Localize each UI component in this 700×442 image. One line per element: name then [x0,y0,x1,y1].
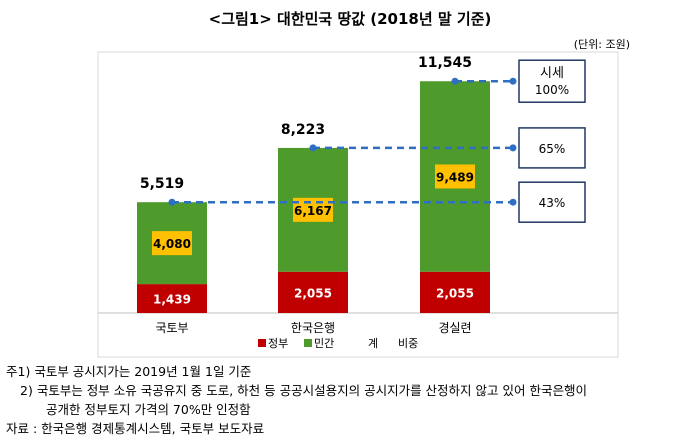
bar-government-1 [278,271,348,313]
label-private-0: 4,080 [153,237,191,251]
legend-swatch-government [258,339,266,347]
footnote-1-text: 국토부 공시지가는 2019년 1월 1일 기준 [34,364,252,379]
footnote-1-prefix: 주1) [6,364,31,379]
label-box-private-1 [293,197,333,222]
source-text: 한국은행 경제통계시스템, 국토부 보도자료 [41,421,265,436]
ratio-box-value-0: 100% [535,83,569,97]
legend-label-government: 정부 [268,337,288,350]
ratio-box-title-0: 시세 [540,66,564,81]
footnotes: 주1) 국토부 공시지가는 2019년 1월 1일 기준 2) 국토부는 정부 … [6,362,696,438]
footnote-2-prefix: 2) [20,383,33,398]
ratio-box-0 [518,59,586,103]
unit-label: (단위: 조원) [573,38,630,51]
ratio-box-value-2: 43% [539,196,566,210]
ratio-line-end-2 [509,198,517,206]
label-government-1: 2,055 [294,286,332,300]
ratio-line-end-1 [509,144,517,152]
total-label-1: 8,223 [281,122,325,138]
bar-government-2 [420,271,490,313]
source-prefix: 자료 : [6,421,38,436]
category-label-1: 한국은행 [291,320,335,335]
legend-swatch-private [304,339,312,347]
footnote-1: 주1) 국토부 공시지가는 2019년 1월 1일 기준 [6,362,696,381]
total-label-0: 5,519 [140,176,184,192]
chart-title: <그림1> 대한민국 땅값 (2018년 말 기준) [208,10,492,28]
source-line: 자료 : 한국은행 경제통계시스템, 국토부 보도자료 [6,419,696,438]
ratio-box-2 [518,181,586,223]
bar-government-0 [137,284,207,313]
plot-area-frame [97,51,619,358]
category-label-0: 국토부 [155,321,188,335]
legend-label-total: 계 [368,337,378,350]
label-private-2: 9,489 [436,170,474,184]
ratio-box-1 [518,127,586,169]
ratio-line-end-0 [509,77,517,85]
ratio-line-start-0 [451,77,459,85]
legend-label-ratio: 비중 [398,337,418,350]
label-box-private-2 [435,164,475,189]
label-private-1: 6,167 [294,204,332,218]
legend-label-private: 민간 [314,337,334,350]
label-government-2: 2,055 [436,286,474,300]
footnote-2: 2) 국토부는 정부 소유 국공유지 중 도로, 하천 등 공공시설용지의 공시… [6,381,696,400]
ratio-box-value-1: 65% [539,142,566,156]
label-government-0: 1,439 [153,293,191,307]
ratio-line-start-1 [309,144,317,152]
stacked-bar-chart: 1,439 4,080 5,519 국토부 2,055 6,167 8,223 한국은행 2,0… [97,51,619,358]
footnote-2-continued: 공개한 정부토지 가격의 70%만 인정함 [6,400,696,419]
footnote-2-continued-text: 공개한 정부토지 가격의 70%만 인정함 [46,402,251,417]
label-box-private-0 [152,231,192,256]
category-label-2: 경실련 [438,321,471,335]
ratio-line-start-2 [168,198,176,206]
footnote-2-text: 국토부는 정부 소유 국공유지 중 도로, 하천 등 공공시설용지의 공시지가를… [36,383,587,398]
total-label-2: 11,545 [418,55,472,71]
